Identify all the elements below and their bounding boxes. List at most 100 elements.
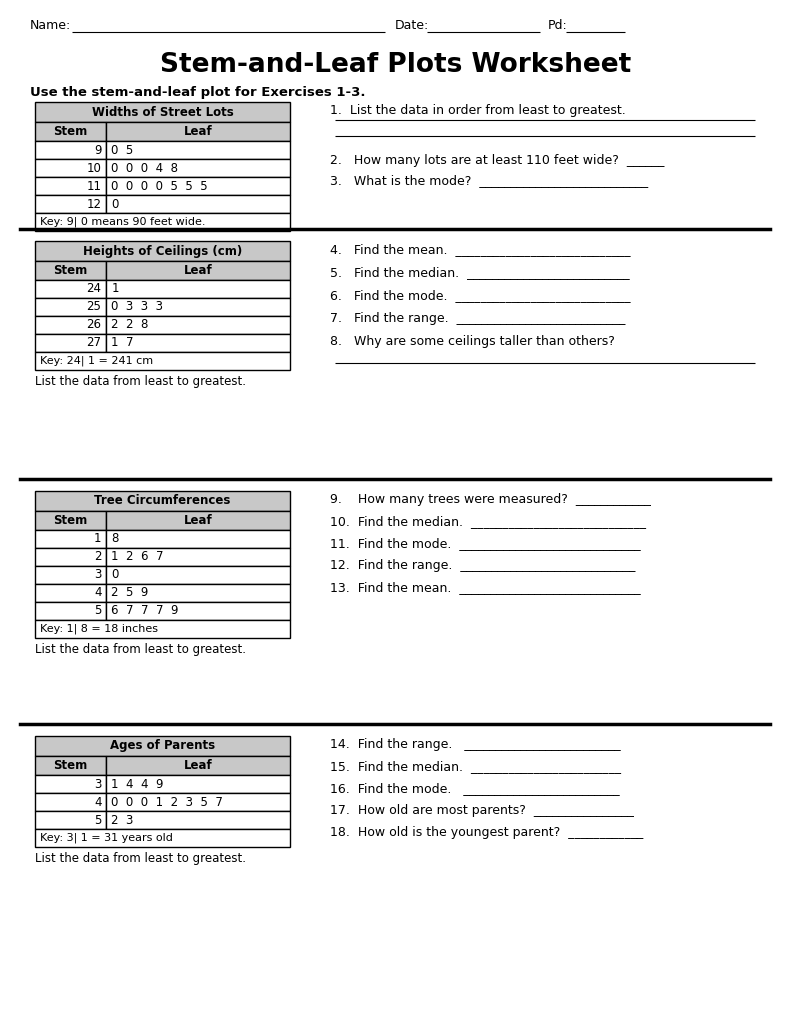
Text: 25: 25 <box>86 300 101 313</box>
Bar <box>35 102 290 122</box>
Text: 27: 27 <box>86 337 101 349</box>
Bar <box>35 159 107 177</box>
Text: Name:: Name: <box>30 19 71 32</box>
Bar <box>107 548 290 566</box>
Bar <box>35 177 107 195</box>
Text: 0: 0 <box>112 568 119 582</box>
Text: Leaf: Leaf <box>184 125 213 138</box>
Text: 26: 26 <box>86 318 101 332</box>
Text: 2.   How many lots are at least 110 feet wide?  ______: 2. How many lots are at least 110 feet w… <box>330 154 664 167</box>
Text: Stem: Stem <box>54 759 88 772</box>
Text: Pd:: Pd: <box>548 19 568 32</box>
Bar <box>35 736 290 756</box>
Text: 9.    How many trees were measured?  ____________: 9. How many trees were measured? _______… <box>330 493 651 506</box>
Text: 4.   Find the mean.  ____________________________: 4. Find the mean. ______________________… <box>330 243 630 256</box>
Bar <box>107 756 290 775</box>
Bar <box>35 122 107 141</box>
Bar <box>35 584 107 602</box>
Text: 1  2  6  7: 1 2 6 7 <box>112 551 164 563</box>
Bar <box>35 756 107 775</box>
Text: 4: 4 <box>94 796 101 809</box>
Text: 1  7: 1 7 <box>112 337 134 349</box>
Text: 13.  Find the mean.  _____________________________: 13. Find the mean. _____________________… <box>330 581 641 594</box>
Bar <box>107 775 290 793</box>
Bar <box>35 261 107 280</box>
Text: List the data from least to greatest.: List the data from least to greatest. <box>35 375 246 388</box>
Bar <box>107 261 290 280</box>
Text: Ages of Parents: Ages of Parents <box>110 739 215 753</box>
Bar <box>107 298 290 316</box>
Text: 3: 3 <box>94 777 101 791</box>
Text: Tree Circumferences: Tree Circumferences <box>94 495 231 508</box>
Text: 8: 8 <box>112 532 119 546</box>
Text: 2: 2 <box>94 551 101 563</box>
Text: 5: 5 <box>94 604 101 617</box>
Text: 15.  Find the median.  ________________________: 15. Find the median. ___________________… <box>330 760 621 773</box>
Text: Stem: Stem <box>54 125 88 138</box>
Bar <box>107 316 290 334</box>
Text: List the data from least to greatest.: List the data from least to greatest. <box>35 852 246 865</box>
Text: 10.  Find the median.  ____________________________: 10. Find the median. ___________________… <box>330 515 646 528</box>
Bar <box>107 584 290 602</box>
Text: 9: 9 <box>94 143 101 157</box>
Text: 11.  Find the mode.  _____________________________: 11. Find the mode. _____________________… <box>330 537 641 550</box>
Text: 0  0  0  4  8: 0 0 0 4 8 <box>112 162 179 174</box>
Bar <box>35 316 107 334</box>
Text: Stem-and-Leaf Plots Worksheet: Stem-and-Leaf Plots Worksheet <box>160 52 631 78</box>
Bar <box>35 334 107 352</box>
Bar <box>35 602 107 620</box>
Bar <box>35 490 290 511</box>
Text: Key: 9| 0 means 90 feet wide.: Key: 9| 0 means 90 feet wide. <box>40 217 206 227</box>
Text: 7.   Find the range.  ___________________________: 7. Find the range. _____________________… <box>330 312 626 325</box>
Text: 12: 12 <box>86 198 101 211</box>
Text: 8.   Why are some ceilings taller than others?: 8. Why are some ceilings taller than oth… <box>330 335 615 348</box>
Bar <box>107 122 290 141</box>
Bar <box>107 811 290 829</box>
Bar <box>35 548 107 566</box>
Bar <box>35 195 107 213</box>
Text: 5.   Find the median.  __________________________: 5. Find the median. ____________________… <box>330 266 630 279</box>
Text: 0  0  0  0  5  5  5: 0 0 0 0 5 5 5 <box>112 179 208 193</box>
Text: 6  7  7  7  9: 6 7 7 7 9 <box>112 604 179 617</box>
Text: 1: 1 <box>112 283 119 296</box>
Text: Heights of Ceilings (cm): Heights of Ceilings (cm) <box>83 245 242 257</box>
Bar <box>35 530 107 548</box>
Text: 16.  Find the mode.   _________________________: 16. Find the mode. _____________________… <box>330 782 619 795</box>
Text: 6.   Find the mode.  ____________________________: 6. Find the mode. ______________________… <box>330 289 630 302</box>
Bar <box>107 793 290 811</box>
Bar <box>35 811 107 829</box>
Bar <box>35 775 107 793</box>
Text: 0  5: 0 5 <box>112 143 134 157</box>
Text: Leaf: Leaf <box>184 759 213 772</box>
Text: 17.  How old are most parents?  ________________: 17. How old are most parents? __________… <box>330 804 634 817</box>
Text: 10: 10 <box>86 162 101 174</box>
Text: 11: 11 <box>86 179 101 193</box>
Text: Date:: Date: <box>395 19 430 32</box>
Text: Widths of Street Lots: Widths of Street Lots <box>92 105 233 119</box>
Text: Leaf: Leaf <box>184 514 213 527</box>
Text: 24: 24 <box>86 283 101 296</box>
Bar <box>35 280 107 298</box>
Text: 1.  List the data in order from least to greatest.: 1. List the data in order from least to … <box>330 104 626 117</box>
Bar <box>107 280 290 298</box>
Bar <box>35 566 107 584</box>
Text: 4: 4 <box>94 587 101 599</box>
Bar <box>35 213 290 231</box>
Text: 3.   What is the mode?  ___________________________: 3. What is the mode? ___________________… <box>330 174 648 187</box>
Bar <box>35 352 290 370</box>
Text: Stem: Stem <box>54 264 88 278</box>
Text: 12.  Find the range.  ____________________________: 12. Find the range. ____________________… <box>330 559 635 572</box>
Text: 0  3  3  3: 0 3 3 3 <box>112 300 164 313</box>
Bar <box>107 141 290 159</box>
Text: 18.  How old is the youngest parent?  ____________: 18. How old is the youngest parent? ____… <box>330 826 643 839</box>
Bar <box>35 298 107 316</box>
Text: 5: 5 <box>94 813 101 826</box>
Bar <box>35 141 107 159</box>
Text: 0: 0 <box>112 198 119 211</box>
Text: 0  0  0  1  2  3  5  7: 0 0 0 1 2 3 5 7 <box>112 796 223 809</box>
Text: Key: 3| 1 = 31 years old: Key: 3| 1 = 31 years old <box>40 833 173 843</box>
Bar <box>107 159 290 177</box>
Text: Use the stem-and-leaf plot for Exercises 1-3.: Use the stem-and-leaf plot for Exercises… <box>30 86 365 99</box>
Bar <box>107 530 290 548</box>
Text: Stem: Stem <box>54 514 88 527</box>
